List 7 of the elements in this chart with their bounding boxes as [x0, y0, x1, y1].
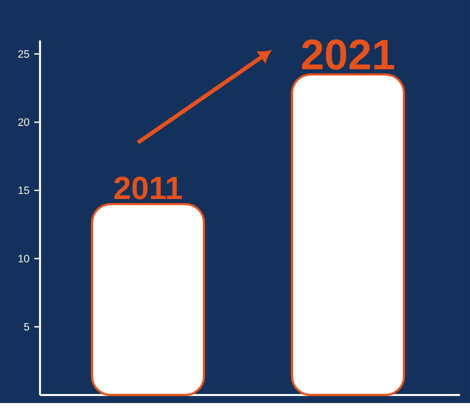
y-tick-label: 25: [18, 50, 30, 58]
y-tick-label: 10: [18, 254, 30, 262]
y-tick-label: 20: [18, 118, 30, 126]
x-tick-label: 2011: [114, 176, 182, 200]
y-tick-label: 5: [24, 323, 30, 331]
x-tick-label: 2021: [302, 40, 394, 70]
y-tick-label: 15: [18, 186, 30, 194]
